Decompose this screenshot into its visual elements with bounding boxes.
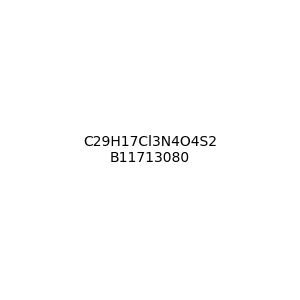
Text: C29H17Cl3N4O4S2
B11713080: C29H17Cl3N4O4S2 B11713080 xyxy=(83,135,217,165)
